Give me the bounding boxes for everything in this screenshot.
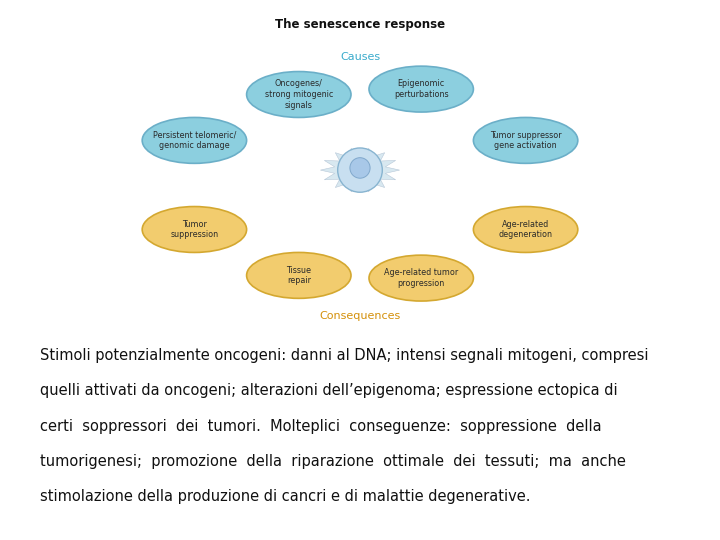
Ellipse shape: [474, 206, 578, 252]
Text: tumorigenesi;  promozione  della  riparazione  ottimale  dei  tessuti;  ma  anch: tumorigenesi; promozione della riparazio…: [40, 454, 626, 469]
Text: Tumor
suppression: Tumor suppression: [171, 220, 218, 239]
Text: Tissue
repair: Tissue repair: [287, 266, 311, 285]
Ellipse shape: [246, 252, 351, 298]
Text: Stimoli potenzialmente oncogeni: danni al DNA; intensi segnali mitogeni, compres: Stimoli potenzialmente oncogeni: danni a…: [40, 348, 648, 363]
Ellipse shape: [350, 158, 370, 178]
Text: Oncogenes/
strong mitogenic
signals: Oncogenes/ strong mitogenic signals: [265, 79, 333, 110]
Ellipse shape: [143, 117, 246, 163]
Text: quelli attivati da oncogeni; alterazioni dell’epigenoma; espressione ectopica di: quelli attivati da oncogeni; alterazioni…: [40, 383, 617, 399]
Ellipse shape: [369, 255, 474, 301]
Ellipse shape: [369, 66, 474, 112]
Text: Epigenomic
perturbations: Epigenomic perturbations: [394, 79, 449, 99]
Text: stimolazione della produzione di cancri e di malattie degenerative.: stimolazione della produzione di cancri …: [40, 489, 530, 504]
Ellipse shape: [143, 206, 246, 252]
Text: Age-related tumor
progression: Age-related tumor progression: [384, 268, 459, 288]
Text: Age-related
degeneration: Age-related degeneration: [498, 220, 553, 239]
Text: Tumor suppressor
gene activation: Tumor suppressor gene activation: [490, 131, 562, 150]
Ellipse shape: [246, 71, 351, 117]
Text: Causes: Causes: [340, 52, 380, 62]
Text: Persistent telomeric/
genomic damage: Persistent telomeric/ genomic damage: [153, 131, 236, 150]
Ellipse shape: [474, 117, 578, 163]
Ellipse shape: [338, 148, 382, 192]
Text: Consequences: Consequences: [320, 311, 400, 321]
Polygon shape: [320, 148, 400, 192]
Text: certi  soppressori  dei  tumori.  Molteplici  conseguenze:  soppressione  della: certi soppressori dei tumori. Molteplici…: [40, 418, 601, 434]
Text: The senescence response: The senescence response: [275, 18, 445, 31]
